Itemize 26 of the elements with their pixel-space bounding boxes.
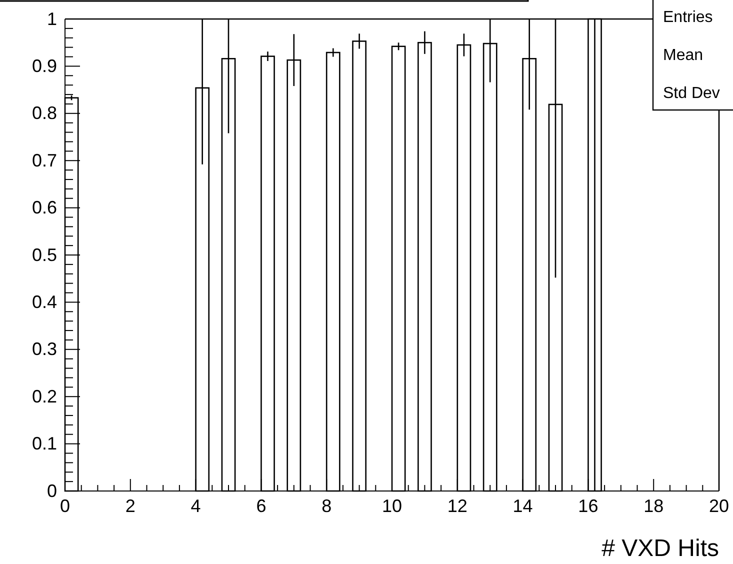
x-tick-label: 4 [190, 496, 201, 516]
annotation: Std Dev [663, 85, 720, 102]
y-tick-label: 0.7 [32, 150, 57, 170]
x-tick-label: 10 [382, 496, 402, 516]
y-tick-label: 0 [46, 480, 57, 501]
y-tick-label: 0.5 [32, 244, 57, 265]
y-tick-label: 0.6 [32, 198, 57, 218]
x-tick-label: 14 [512, 496, 533, 516]
x-tick-label: 2 [125, 496, 136, 516]
x-tick-label: 6 [256, 496, 266, 516]
x-tick-label: 12 [447, 496, 468, 516]
y-tick-label: 0.2 [32, 386, 57, 406]
x-tick-label: 0 [60, 496, 70, 516]
x-tick-label: 18 [644, 496, 664, 516]
annotation: Mean [663, 47, 704, 64]
y-tick-label: 0.8 [32, 103, 57, 124]
x-axis-title: # VXD Hits [602, 535, 719, 562]
y-tick-label: 0.4 [32, 292, 57, 312]
x-tick-label: 16 [578, 496, 598, 516]
annotation: Entries [663, 9, 713, 26]
y-tick-label: 0.1 [32, 434, 57, 454]
x-tick-label: 20 [708, 496, 730, 516]
y-tick-label: 1 [46, 8, 57, 29]
y-tick-label: 0.9 [32, 56, 57, 76]
y-tick-label: 0.3 [32, 339, 57, 360]
x-tick-label: 8 [322, 496, 332, 516]
